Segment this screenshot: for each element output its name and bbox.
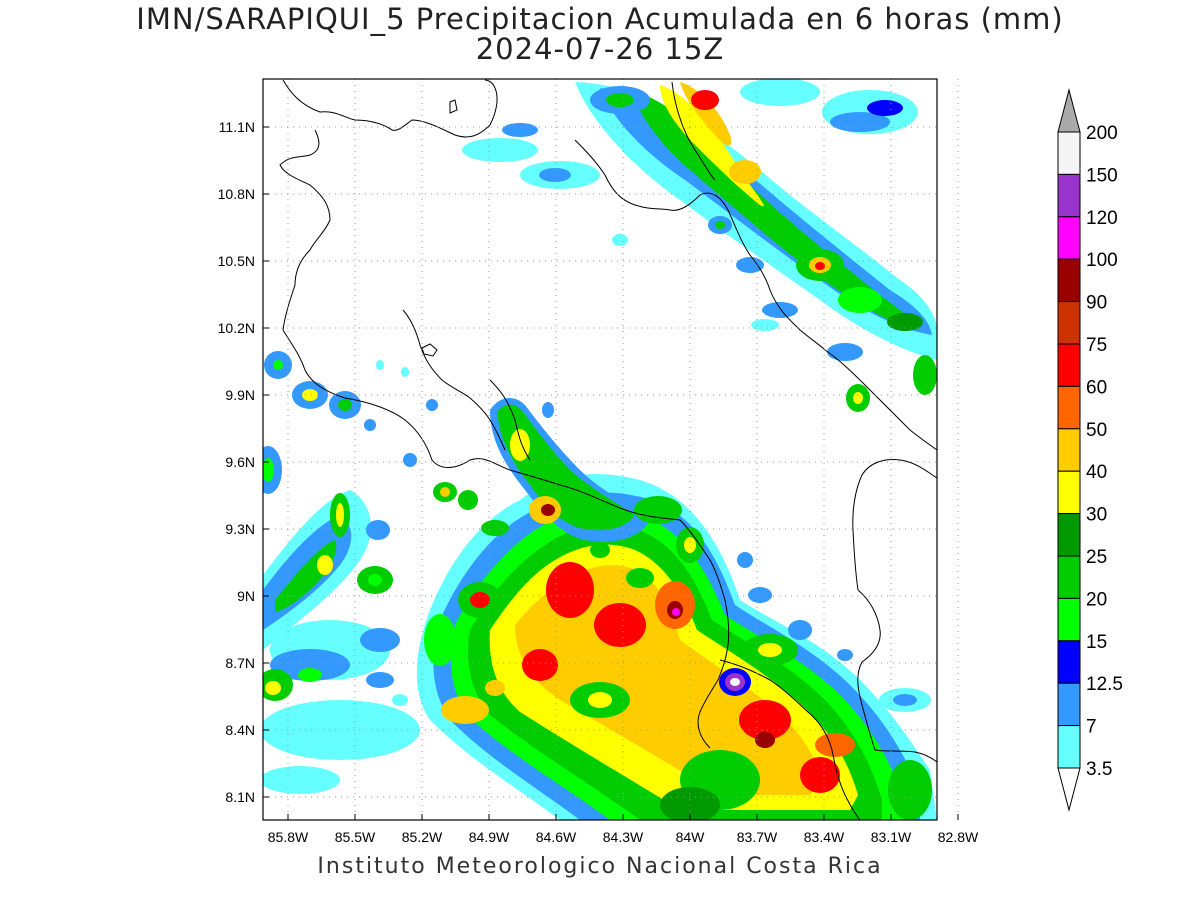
legend-level-label: 25 (1086, 547, 1107, 568)
lon-tick-label: 84.6W (536, 829, 577, 845)
legend-swatch (1057, 343, 1081, 387)
legend-swatch (1057, 682, 1081, 727)
legend-level-label: 100 (1086, 250, 1118, 271)
legend-swatch (1057, 301, 1081, 345)
legend-level-label: 40 (1086, 462, 1107, 483)
legend-level-label: 30 (1086, 505, 1107, 526)
legend-level-label: 50 (1086, 420, 1107, 441)
map-frame (262, 78, 938, 821)
color-legend: 200 150 120 100 90 75 60 50 40 30 25 20 15 12.5 7 3.5 (1057, 88, 1123, 812)
lon-tick-label: 85.2W (402, 829, 443, 845)
lat-tick-label: 11.1N (219, 119, 255, 135)
legend-swatch (1057, 725, 1081, 769)
lat-tick-label: 10.2N (218, 320, 255, 336)
legend-swatch (1057, 385, 1081, 430)
lon-tick-label: 82.8W (938, 829, 979, 845)
precip-band-northeast (462, 79, 937, 412)
lat-tick-label: 8.4N (225, 722, 255, 738)
lat-tick-label: 9.3N (225, 521, 255, 537)
precip-core-central (416, 474, 937, 820)
map-title: IMN/SARAPIQUI_5 Precipitacion Acumulada … (136, 2, 1064, 36)
legend-swatch (1057, 428, 1081, 472)
legend-swatch (1057, 597, 1081, 642)
coastlines (279, 79, 937, 820)
legend-swatch (1057, 258, 1081, 303)
legend-swatch (1057, 470, 1081, 515)
lon-tick-label: 84W (676, 829, 706, 845)
legend-swatch (1057, 173, 1081, 218)
lat-tick-label: 10.8N (218, 186, 255, 202)
lat-tick-label: 8.1N (225, 789, 255, 805)
legend-level-label: 15 (1086, 632, 1107, 653)
legend-level-label: 200 (1086, 123, 1118, 144)
lat-tick-label: 10.5N (218, 253, 255, 269)
legend-level-label: 7 (1086, 717, 1097, 738)
lon-tick-label: 83.7W (737, 829, 778, 845)
lon-tick-label: 83.1W (871, 829, 912, 845)
legend-swatch (1057, 555, 1081, 599)
lat-tick-label: 9N (237, 588, 255, 604)
legend-swatch (1057, 216, 1081, 260)
latitude-tick-labels: 8.1N 8.4N 8.7N 9N 9.3N 9.6N 9.9N 10.2N 10.5N 10.8… (218, 119, 255, 805)
lon-tick-label: 84.9W (469, 829, 510, 845)
legend-level-label: 90 (1086, 293, 1107, 314)
legend-over-triangle (1057, 88, 1081, 133)
legend-swatch (1057, 513, 1081, 557)
precipitation-field (263, 79, 937, 820)
lat-tick-label: 9.6N (225, 454, 255, 470)
legend-under-triangle (1057, 767, 1081, 812)
lat-lon-grid (263, 79, 959, 820)
legend-level-label: 60 (1086, 377, 1107, 398)
legend-swatch (1057, 640, 1081, 684)
legend-level-label: 150 (1086, 165, 1118, 186)
longitude-tick-labels: 85.8W 85.5W 85.2W 84.9W 84.6W 84.3W 84W 83.7W 83… (268, 829, 979, 845)
lat-tick-label: 9.9N (225, 387, 255, 403)
lon-tick-label: 84.3W (603, 829, 644, 845)
precip-band-north-central (376, 360, 931, 712)
legend-level-label: 75 (1086, 335, 1107, 356)
lon-tick-label: 83.4W (804, 829, 845, 845)
legend-level-label: 120 (1086, 208, 1118, 229)
legend-swatch (1057, 131, 1081, 175)
lon-tick-label: 85.8W (268, 829, 309, 845)
precip-band-west (263, 351, 438, 794)
lat-tick-label: 8.7N (225, 655, 255, 671)
credit-text: Instituto Meteorologico Nacional Costa R… (317, 854, 883, 879)
lon-tick-label: 85.5W (335, 829, 376, 845)
map-date: 2024-07-26 15Z (475, 32, 725, 66)
legend-level-label: 12.5 (1086, 674, 1123, 695)
legend-level-label: 20 (1086, 589, 1107, 610)
legend-level-label: 3.5 (1086, 759, 1112, 780)
